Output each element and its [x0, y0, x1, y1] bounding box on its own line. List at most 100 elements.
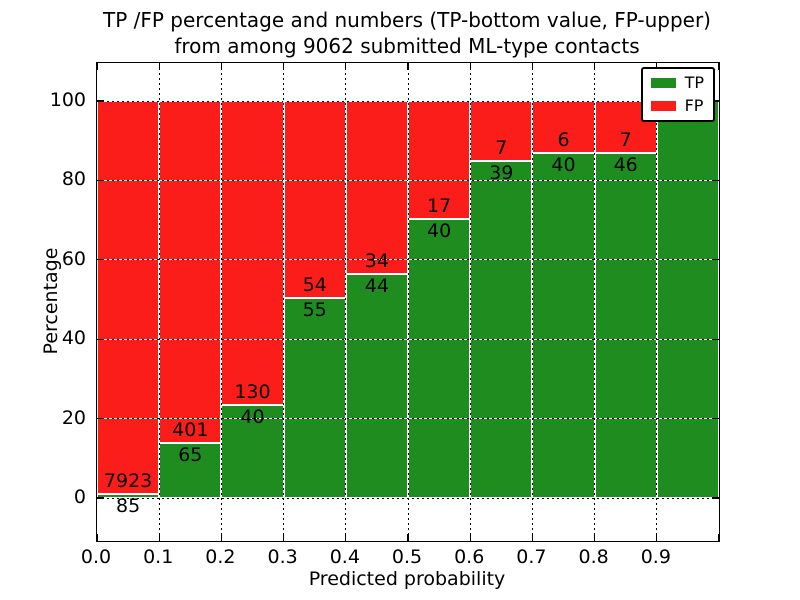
y-tick: [712, 259, 719, 261]
y-tick-label: 100: [49, 89, 86, 111]
chart-title-line2: from among 9062 submitted ML-type contac…: [174, 34, 640, 59]
y-tick-label: 0: [73, 486, 86, 508]
x-tick-label: 0.7: [516, 546, 547, 568]
x-tick: [594, 63, 596, 70]
tp-bar-segment: [594, 153, 657, 498]
tp-bar-segment: [532, 152, 595, 498]
x-grid-line: [469, 63, 471, 541]
x-tick: [96, 534, 98, 541]
y-tick-label: 60: [61, 247, 86, 270]
x-tick: [469, 63, 471, 70]
x-tick: [407, 63, 409, 70]
x-tick-label: 0.3: [267, 546, 298, 568]
x-tick: [220, 534, 222, 541]
x-grid-line: [407, 63, 409, 541]
x-tick: [283, 63, 285, 70]
x-tick: [407, 534, 409, 541]
x-tick: [469, 534, 471, 541]
x-tick-label: 0.4: [329, 546, 360, 568]
fp-bar-segment: [345, 101, 408, 275]
legend-label-fp: FP: [684, 96, 704, 115]
x-tick: [345, 534, 347, 541]
fp-count-label: 6: [557, 128, 570, 151]
legend-item-fp: FP: [650, 96, 704, 115]
fp-count-label: 34: [364, 250, 389, 273]
tp-bar-segment: [159, 442, 222, 498]
x-tick: [220, 63, 222, 70]
y-tick: [97, 497, 104, 499]
y-tick: [97, 338, 104, 340]
tp-count-label: 55: [302, 298, 327, 321]
fp-bar-segment: [470, 101, 533, 162]
tp-count-label: 65: [178, 443, 203, 466]
x-tick: [158, 63, 160, 70]
x-tick-label: 0.9: [640, 546, 671, 568]
x-axis-label: Predicted probability: [308, 568, 506, 590]
x-tick-label: 0.8: [578, 546, 609, 568]
x-tick: [594, 534, 596, 541]
x-tick-label: 0.5: [391, 546, 423, 568]
fp-bar-segment: [159, 101, 222, 443]
fp-bar-segment: [283, 101, 346, 298]
y-tick-label: 80: [61, 168, 86, 191]
y-tick: [712, 179, 719, 181]
tp-bar-segment: [408, 219, 471, 498]
x-grid-line: [283, 63, 285, 541]
y-tick: [97, 100, 104, 102]
x-tick: [531, 534, 533, 541]
tp-count-label: 40: [427, 220, 452, 243]
legend: TP FP: [640, 67, 715, 122]
y-tick: [712, 338, 719, 340]
x-grid-line: [656, 63, 658, 541]
legend-swatch-fp-icon: [650, 101, 676, 111]
y-tick: [97, 179, 104, 181]
tp-bar-segment: [345, 274, 408, 498]
y-tick-label: 20: [61, 406, 86, 429]
x-tick: [96, 63, 98, 70]
fp-bar-segment: [221, 101, 284, 405]
x-grid-line: [594, 63, 596, 541]
tp-count-label: 39: [489, 162, 514, 185]
x-tick: [656, 534, 658, 541]
tp-bar-segment: [97, 493, 160, 498]
fp-count-label: 130: [234, 380, 271, 403]
x-grid-line: [220, 63, 222, 541]
tp-count-label: 44: [364, 275, 389, 298]
y-tick: [97, 259, 104, 261]
x-tick: [656, 63, 658, 70]
tp-bar-segment: [283, 297, 346, 498]
tp-count-label: 85: [116, 494, 141, 517]
fp-bar-segment: [408, 101, 471, 220]
x-tick-label: 0.2: [205, 546, 236, 568]
fp-bar-segment: [97, 101, 160, 494]
legend-item-tp: TP: [650, 73, 704, 92]
legend-label-tp: TP: [684, 73, 704, 92]
x-tick: [531, 63, 533, 70]
x-tick: [345, 63, 347, 70]
chart-title-line1: TP /FP percentage and numbers (TP-bottom…: [103, 8, 711, 32]
x-grid-line: [158, 63, 160, 541]
fp-count-label: 7923: [103, 469, 153, 492]
x-tick-label: 0.1: [143, 546, 174, 568]
tp-count-label: 46: [613, 154, 638, 177]
x-tick: [283, 534, 285, 541]
fp-count-label: 17: [427, 195, 452, 218]
tp-count-label: 40: [240, 405, 265, 428]
y-tick: [712, 100, 719, 102]
y-tick-label: 40: [61, 327, 86, 350]
x-grid-line: [345, 63, 347, 541]
legend-swatch-tp-icon: [650, 78, 676, 88]
fp-count-label: 7: [495, 137, 508, 160]
tp-bar-segment: [656, 101, 719, 498]
y-tick: [712, 497, 719, 499]
tp-bar-segment: [470, 161, 533, 498]
fp-count-label: 7: [619, 129, 632, 152]
y-tick: [97, 418, 104, 420]
x-tick-label: 0.0: [80, 546, 112, 568]
fp-count-label: 54: [302, 273, 327, 296]
chart-title: TP /FP percentage and numbers (TP-bottom…: [96, 7, 718, 60]
fp-count-label: 401: [172, 418, 209, 441]
x-tick: [158, 534, 160, 541]
y-tick: [712, 418, 719, 420]
